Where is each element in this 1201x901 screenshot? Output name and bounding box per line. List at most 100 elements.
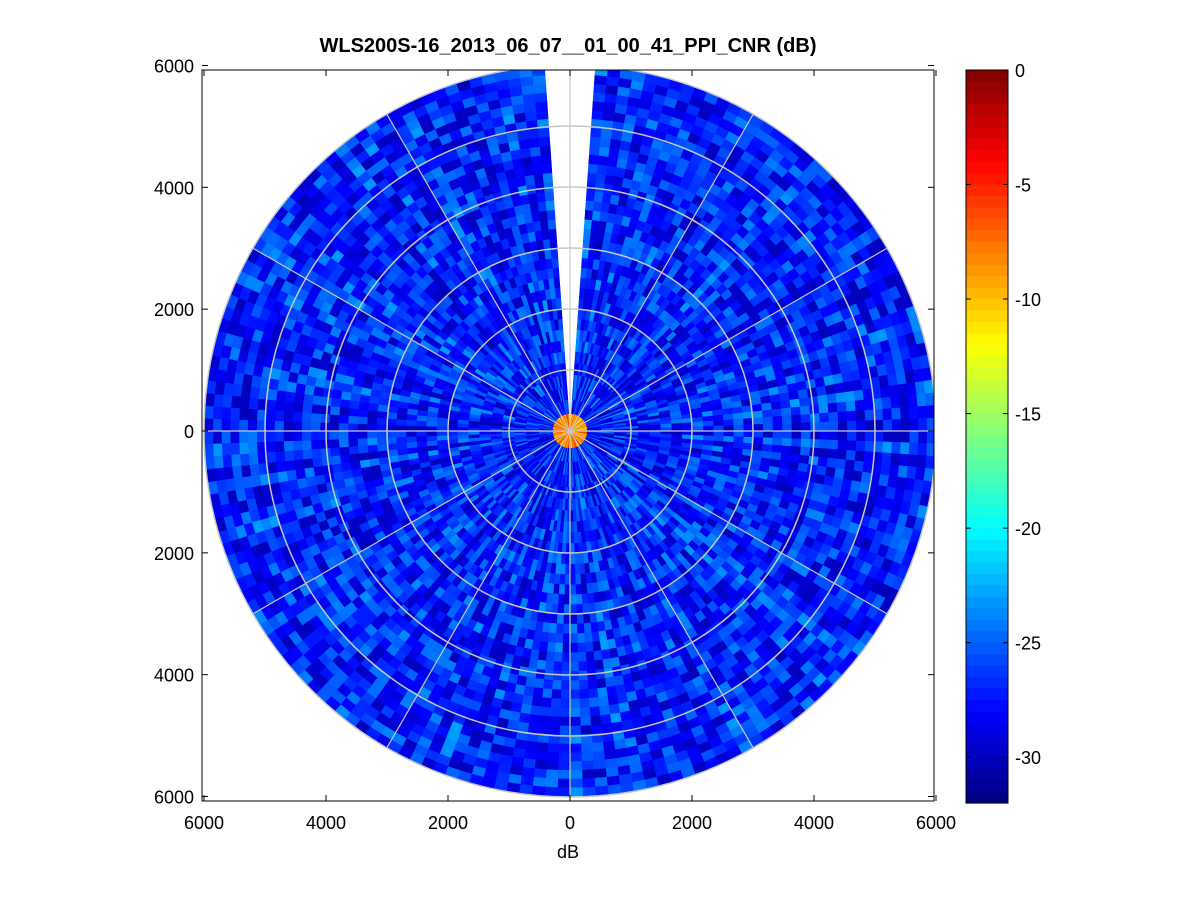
heatmap-cell <box>553 651 563 663</box>
heatmap-cell <box>882 430 893 443</box>
heatmap-cell <box>301 430 312 441</box>
heatmap-cell <box>542 679 553 690</box>
heatmap-cell <box>405 424 417 432</box>
heatmap-cell <box>554 632 564 644</box>
heatmap-cell <box>799 446 811 457</box>
heatmap-cell <box>907 454 919 468</box>
heatmap-cell <box>723 430 735 438</box>
heatmap-cell <box>569 707 581 718</box>
heatmap-cell <box>907 394 919 408</box>
heatmap-cell <box>569 642 579 654</box>
heatmap-cell <box>800 438 811 449</box>
heatmap-cell <box>600 722 613 734</box>
heatmap-cell <box>791 438 802 448</box>
heatmap-cell <box>733 430 745 438</box>
heatmap-cell <box>780 399 792 410</box>
heatmap-cell <box>809 404 820 415</box>
heatmap-cell <box>533 677 545 689</box>
heatmap-cell <box>330 454 342 465</box>
heatmap-cell <box>594 785 609 796</box>
heatmap-cell <box>213 393 224 408</box>
heatmap-cell <box>828 421 839 432</box>
heatmap-cell <box>576 632 586 644</box>
heatmap-cell <box>790 446 802 456</box>
heatmap-cell <box>212 430 222 444</box>
heatmap-cell <box>577 651 587 663</box>
heatmap-cell <box>239 453 250 466</box>
heatmap-cell <box>338 422 349 432</box>
heatmap-cell <box>415 425 427 432</box>
heatmap-cell <box>596 164 608 175</box>
heatmap-cell <box>891 407 902 421</box>
heatmap-cell <box>533 768 547 779</box>
heatmap-cell <box>762 430 774 439</box>
heatmap-cell <box>557 594 565 605</box>
heatmap-cell <box>569 604 577 615</box>
heatmap-cell <box>593 659 604 671</box>
heatmap-cell <box>600 128 613 140</box>
heatmap-cell <box>898 453 910 467</box>
heatmap-cell <box>853 389 865 402</box>
heatmap-cell <box>723 424 735 432</box>
heatmap-cell <box>590 127 603 138</box>
heatmap-cell <box>248 397 259 410</box>
heatmap-cell <box>247 441 258 454</box>
heatmap-cell <box>585 651 595 662</box>
heatmap-cell <box>585 660 596 672</box>
heatmap-cell <box>815 385 828 397</box>
heatmap-cell <box>597 155 609 166</box>
heatmap-cell <box>584 641 594 653</box>
heatmap-cell <box>301 448 313 460</box>
heatmap-cell <box>837 430 848 441</box>
heatmap-cell <box>328 430 339 440</box>
heatmap-cell <box>916 454 927 469</box>
heatmap-cell <box>752 417 764 425</box>
heatmap-cell <box>789 398 801 409</box>
heatmap-cell <box>559 716 571 727</box>
heatmap-cell <box>790 406 802 416</box>
heatmap-cell <box>347 415 359 424</box>
heatmap-cell <box>396 442 408 450</box>
heatmap-cell <box>772 415 783 425</box>
heatmap-cell <box>348 452 360 463</box>
heatmap-cell <box>546 751 560 762</box>
heatmap-cell <box>908 442 919 456</box>
heatmap-cell <box>712 414 724 422</box>
heatmap-cell <box>338 446 350 456</box>
heatmap-cell <box>837 440 848 451</box>
heatmap-cell <box>888 384 900 398</box>
heatmap-cell <box>917 405 928 420</box>
heatmap-cell <box>827 402 839 414</box>
heatmap-cell <box>221 454 233 468</box>
heatmap-cell <box>555 623 564 634</box>
heatmap-cell <box>854 399 866 412</box>
heatmap-cell <box>320 395 332 407</box>
heatmap-cell <box>591 109 605 121</box>
heatmap-cell <box>265 398 277 411</box>
heatmap-cell <box>548 622 557 634</box>
heatmap-cell <box>607 156 619 168</box>
heatmap-cell <box>588 612 598 624</box>
heatmap-cell <box>548 725 560 736</box>
heatmap-cell <box>367 409 378 418</box>
heatmap-cell <box>692 430 704 436</box>
heatmap-cell <box>292 421 303 432</box>
heatmap-cell <box>292 430 303 441</box>
heatmap-cell <box>535 741 549 753</box>
heatmap-cell <box>275 460 287 473</box>
heatmap-cell <box>283 410 294 422</box>
heatmap-cell <box>311 403 322 414</box>
heatmap-cell <box>569 698 581 709</box>
heatmap-cell <box>563 594 571 605</box>
heatmap-cell <box>274 430 284 442</box>
heatmap-cell <box>865 420 875 432</box>
heatmap-cell <box>578 670 588 681</box>
heatmap-cell <box>583 228 592 240</box>
heatmap-cell <box>357 437 368 447</box>
heatmap-cell <box>247 408 258 421</box>
heatmap-cell <box>319 421 330 432</box>
heatmap-cell <box>594 776 608 788</box>
heatmap-cell <box>819 439 830 450</box>
heatmap-cell <box>579 698 590 709</box>
heatmap-cell <box>798 397 810 408</box>
